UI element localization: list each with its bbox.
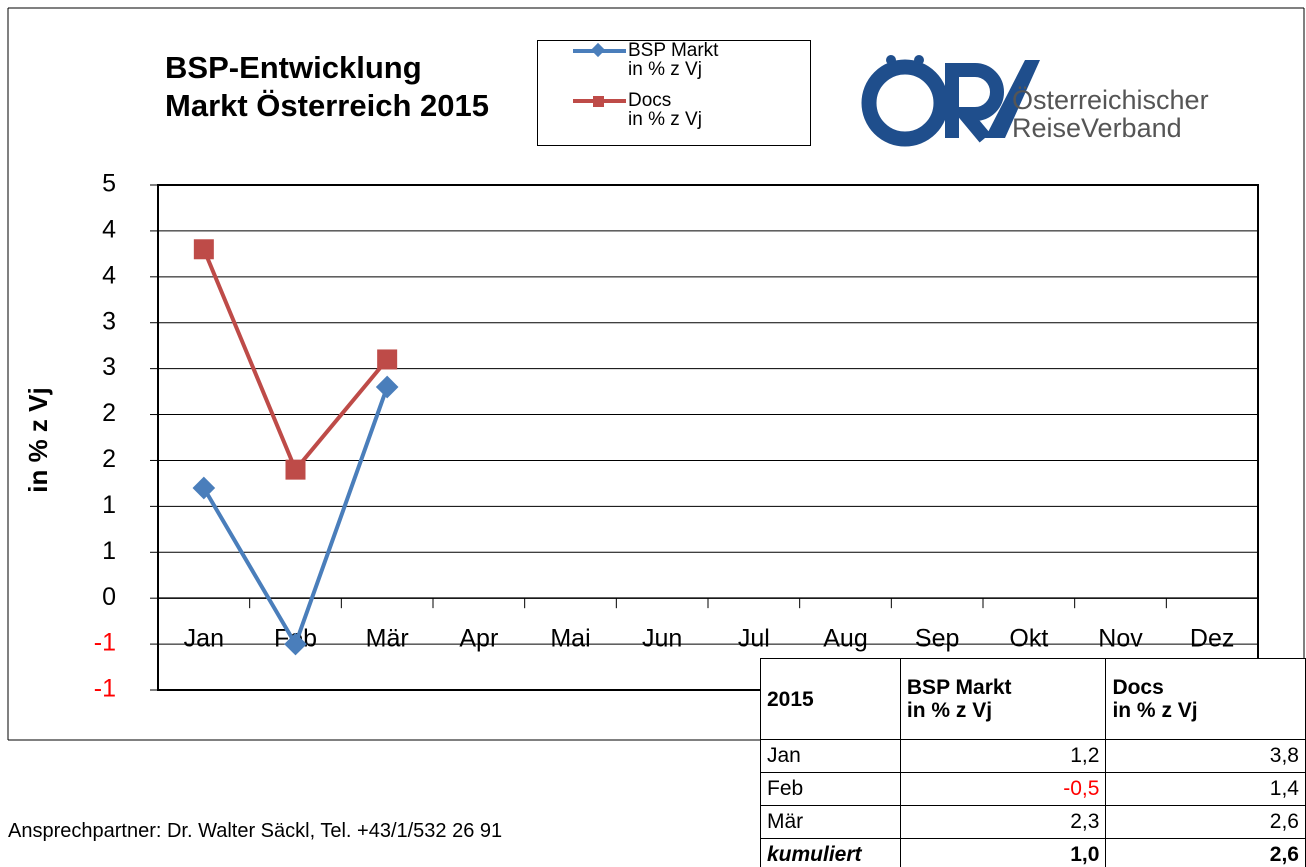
- y-tick-label: -1: [94, 629, 116, 657]
- x-tick-label: Dez: [1190, 625, 1234, 653]
- y-tick-label: 2: [102, 445, 116, 473]
- y-tick-label: 1: [102, 491, 116, 519]
- legend-label: BSP Markt in % z Vj: [628, 40, 719, 80]
- series-line: [201, 248, 389, 474]
- x-tick-label: Sep: [915, 625, 959, 653]
- table-row: Jan 1,2 3,8: [760, 739, 1306, 773]
- table-header-row: 2015 BSP Markt in % z Vj Docs in % z Vj: [760, 658, 1306, 740]
- contact: Ansprechpartner: Dr. Walter Säckl, Tel. …: [8, 820, 503, 842]
- header-cell: 2015: [760, 658, 901, 740]
- y-tick-label: 3: [102, 353, 116, 381]
- y-tick-label: 4: [102, 261, 116, 289]
- header-cell: BSP Markt in % z Vj: [899, 658, 1107, 740]
- logo-text: ReiseVerband: [1012, 113, 1182, 143]
- table-row: kumuliert 1,0 2,6: [760, 838, 1306, 867]
- marker: [377, 349, 398, 370]
- chart-title: BSP-Entwicklung: [165, 50, 422, 85]
- table-row: Mär 2,3 2,6: [760, 805, 1306, 839]
- x-tick-label: Mär: [366, 625, 409, 653]
- x-tick-label: Apr: [459, 625, 498, 653]
- value-cell: 1,0: [899, 838, 1107, 867]
- logo: [861, 55, 1040, 147]
- y-tick-label: 1: [102, 537, 116, 565]
- legend-swatches: [573, 42, 626, 107]
- value-cell: -0,5: [899, 772, 1107, 806]
- series-line: [202, 386, 390, 649]
- value-cell: 3,8: [1105, 739, 1306, 773]
- table-body: 2015 BSP Markt in % z Vj Docs in % z Vj Jan…: [760, 658, 1306, 867]
- legend-label: Docs in % z Vj: [628, 90, 702, 130]
- logo-dot: [914, 55, 924, 65]
- y-tick-label: 4: [102, 216, 116, 244]
- x-tick-label: Nov: [1098, 625, 1143, 653]
- logo-text: Österreichischer: [1012, 85, 1209, 115]
- row-label: Jan: [760, 739, 901, 773]
- row-label: kumuliert: [760, 838, 901, 867]
- legend-marker: [590, 42, 606, 58]
- table-row: Feb -0,5 1,4: [760, 772, 1306, 806]
- legend-marker: [593, 96, 604, 107]
- y-tick-label: -1: [94, 675, 116, 703]
- x-tick-label: Jun: [642, 625, 682, 653]
- x-tick-label: Mai: [550, 625, 590, 653]
- x-tick-label: Okt: [1009, 625, 1048, 653]
- value-cell: 2,6: [1105, 805, 1306, 839]
- value-cell: 1,2: [899, 739, 1107, 773]
- logo-v: [985, 60, 1040, 138]
- marker: [284, 632, 307, 656]
- chart-subtitle: Markt Österreich 2015: [165, 88, 489, 123]
- marker: [285, 459, 306, 480]
- value-cell: 1,4: [1105, 772, 1306, 806]
- row-label: Feb: [760, 772, 901, 806]
- x-tick-label: Aug: [823, 625, 867, 653]
- marker: [193, 239, 214, 260]
- logo-dot: [886, 55, 896, 65]
- x-tick-label: Jul: [738, 625, 770, 653]
- marker: [192, 476, 216, 500]
- y-tick-label: 0: [102, 583, 116, 611]
- legend: BSP Markt in % z Vj Docs in % z Vj: [537, 40, 811, 146]
- logo-o: [861, 59, 949, 147]
- summary-table: 2015 BSP Markt in % z Vj Docs in % z Vj Jan…: [760, 658, 1306, 867]
- value-cell: 2,6: [1105, 838, 1306, 867]
- y-axis-label: in % z Vj: [23, 387, 53, 492]
- y-tick-label: 5: [102, 170, 116, 198]
- row-label: Mär: [760, 805, 901, 839]
- plot-frame: [157, 184, 1259, 691]
- logo-r: [945, 63, 1004, 143]
- header-cell: Docs in % z Vj: [1105, 658, 1306, 740]
- value-cell: 2,3: [899, 805, 1107, 839]
- marker: [375, 375, 399, 399]
- x-tick-label: Jan: [184, 625, 224, 653]
- y-tick-label: 2: [102, 399, 116, 427]
- y-tick-label: 3: [102, 307, 116, 335]
